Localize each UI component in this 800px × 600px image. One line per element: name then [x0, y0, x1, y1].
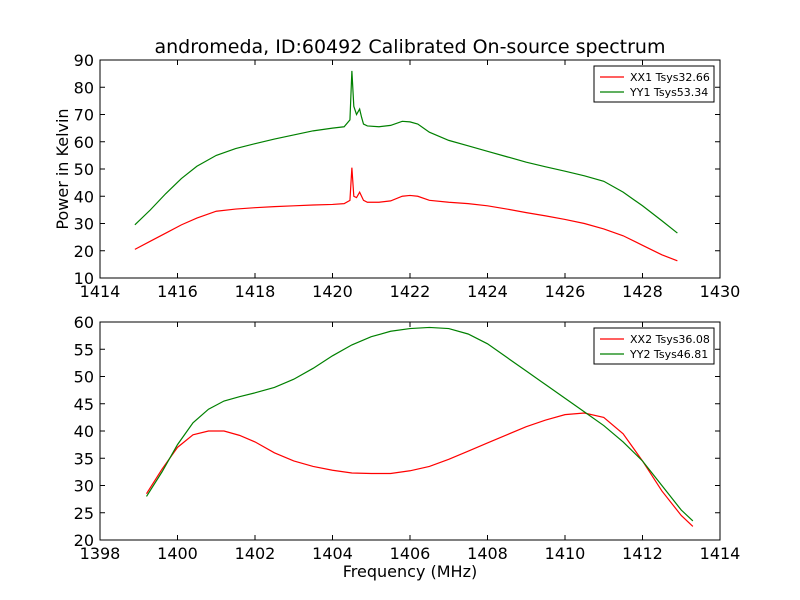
x-tick-label: 1428 — [622, 282, 663, 301]
y-axis-label: Power in Kelvin — [53, 108, 72, 229]
x-tick-label: 1400 — [157, 544, 198, 563]
y-tick-label: 90 — [74, 51, 94, 70]
series-line-1-1 — [134, 167, 678, 262]
x-tick-label: 1404 — [312, 544, 353, 563]
legend-entry: YY2 Tsys46.81 — [629, 348, 708, 361]
y-tick-label: 50 — [74, 160, 94, 179]
legend-2: XX2 Tsys36.08 YY2 Tsys46.81 — [593, 327, 715, 365]
y-tick-label: 80 — [74, 78, 94, 97]
plot-panel-2: 1398 1400 1402 1404 1406 1408 1410 1412 1414 20 25… — [74, 313, 741, 563]
series-line-1-2 — [134, 70, 678, 234]
legend-box — [593, 327, 715, 365]
y-tick-label: 70 — [74, 106, 94, 125]
legend-entry: YY1 Tsys53.34 — [629, 86, 708, 99]
y-tick-label: 40 — [74, 187, 94, 206]
legend-entry: XX2 Tsys36.08 — [630, 333, 710, 346]
x-tick-label: 1414 — [80, 282, 121, 301]
y-tick-label: 60 — [74, 133, 94, 152]
x-tick-label: 1418 — [235, 282, 276, 301]
x-tick-label: 1430 — [700, 282, 741, 301]
y-tick-label: 50 — [74, 368, 94, 387]
y-tick-label: 55 — [74, 340, 94, 359]
y-tick-label: 20 — [74, 242, 94, 261]
plot-panel-1: 1414 1416 1418 1420 1422 1424 1426 1428 1430 10 20… — [74, 51, 741, 301]
series-line-2-2 — [145, 326, 694, 522]
x-tick-label: 1410 — [545, 544, 586, 563]
x-tick-label: 1426 — [545, 282, 586, 301]
x-axis-label: Frequency (MHz) — [343, 562, 477, 581]
legend-1: XX1 Tsys32.66 YY1 Tsys53.34 — [593, 65, 715, 103]
x-tick-label: 1414 — [700, 544, 741, 563]
y-tick-label: 40 — [74, 422, 94, 441]
y-tick-label: 45 — [74, 395, 94, 414]
y-tick-label: 10 — [74, 269, 94, 288]
y-tick-label: 20 — [74, 531, 94, 550]
y-tick-label: 25 — [74, 504, 94, 523]
x-tick-label: 1408 — [467, 544, 508, 563]
x-tick-label: 1406 — [390, 544, 431, 563]
legend-box — [593, 65, 715, 103]
x-tick-label: 1422 — [390, 282, 431, 301]
y-tick-label: 35 — [74, 449, 94, 468]
x-tick-label: 1420 — [312, 282, 353, 301]
x-tick-label: 1402 — [235, 544, 276, 563]
series-line-2-1 — [145, 412, 694, 527]
x-tick-label: 1412 — [622, 544, 663, 563]
legend-entry: XX1 Tsys32.66 — [630, 71, 710, 84]
x-tick-label: 1416 — [157, 282, 198, 301]
x-tick-label: 1398 — [80, 544, 121, 563]
y-tick-label: 30 — [74, 477, 94, 496]
chart-title: andromeda, ID:60492 Calibrated On-source… — [155, 36, 666, 58]
y-tick-label: 60 — [74, 313, 94, 332]
y-tick-label: 30 — [74, 215, 94, 234]
x-tick-label: 1424 — [467, 282, 508, 301]
